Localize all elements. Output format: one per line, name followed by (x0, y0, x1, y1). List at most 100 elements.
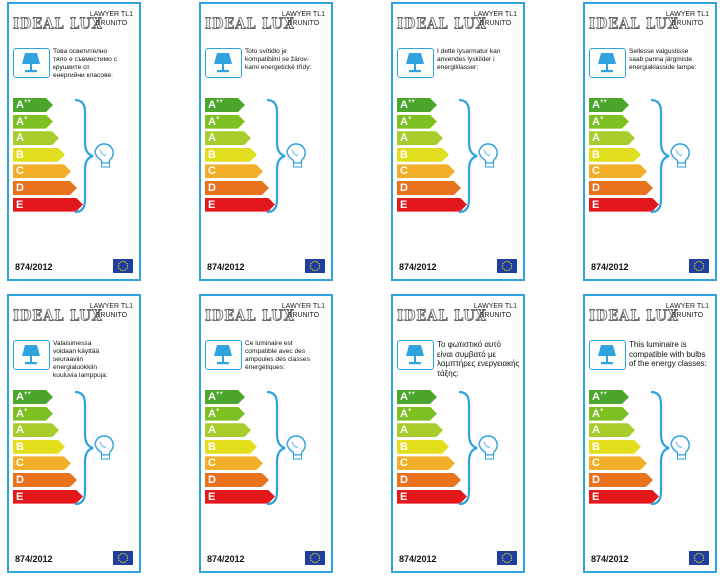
energy-class-scale: A++ A+ A B C D E (397, 390, 461, 506)
regulation-number: 874/2012 (399, 554, 437, 564)
energy-class-a-plus: A+ (205, 115, 245, 129)
bulb-bracket-icon (457, 390, 503, 511)
model-line-1: LAWYER TL1 (665, 303, 709, 310)
energy-class-c: C (589, 456, 647, 470)
energy-class-b: B (205, 148, 257, 162)
bulb-bracket-icon (649, 98, 695, 219)
model-name: LAWYER TL1 BRUNITO (282, 302, 325, 320)
regulation-number: 874/2012 (15, 554, 53, 564)
compatibility-text: I dette lysarmatur kan anvendes lyskilde… (437, 48, 501, 71)
energy-class-e: E (397, 198, 467, 212)
energy-class-a-plus-plus: A++ (205, 98, 245, 112)
bulb-bracket-icon (457, 98, 503, 219)
energy-class-b: B (13, 148, 65, 162)
energy-class-b: B (397, 148, 449, 162)
energy-class-a-plus: A+ (397, 115, 437, 129)
model-line-1: LAWYER TL1 (281, 11, 325, 18)
energy-class-b: B (589, 148, 641, 162)
energy-label-card: IDEAL LUX LAWYER TL1 BRUNITO I dette lys… (391, 2, 525, 281)
regulation-number: 874/2012 (207, 554, 245, 564)
model-name: LAWYER TL1 BRUNITO (474, 10, 517, 28)
energy-class-a: A (13, 423, 59, 437)
energy-class-a-plus: A+ (13, 115, 53, 129)
model-name: LAWYER TL1 BRUNITO (90, 302, 133, 320)
model-line-2: BRUNITO (95, 312, 128, 319)
brand-logo: IDEAL LUX (397, 308, 487, 326)
energy-class-b: B (397, 440, 449, 454)
lamp-icon (205, 48, 242, 78)
energy-class-a-plus: A+ (205, 407, 245, 421)
bulb-bracket-icon (649, 390, 695, 511)
model-name: LAWYER TL1 BRUNITO (666, 302, 709, 320)
energy-class-e: E (13, 490, 83, 504)
regulation-number: 874/2012 (399, 262, 437, 272)
model-line-1: LAWYER TL1 (89, 11, 133, 18)
energy-class-e: E (589, 198, 659, 212)
energy-class-e: E (13, 198, 83, 212)
eu-flag-icon (689, 259, 709, 273)
energy-label-card: IDEAL LUX LAWYER TL1 BRUNITO This lumina… (583, 294, 717, 573)
model-line-2: BRUNITO (479, 20, 512, 27)
regulation-number: 874/2012 (207, 262, 245, 272)
bulb-bracket-icon (265, 390, 311, 511)
eu-flag-icon (689, 551, 709, 565)
regulation-number: 874/2012 (15, 262, 53, 272)
energy-class-a-plus: A+ (589, 407, 629, 421)
eu-flag-icon (113, 259, 133, 273)
brand-logo: IDEAL LUX (205, 16, 295, 34)
energy-class-a: A (397, 131, 443, 145)
energy-class-d: D (205, 473, 269, 487)
energy-class-c: C (13, 164, 71, 178)
energy-class-a-plus: A+ (13, 407, 53, 421)
energy-class-scale: A++ A+ A B C D E (589, 98, 653, 214)
lamp-icon (397, 340, 434, 370)
energy-class-c: C (397, 164, 455, 178)
lamp-icon (13, 48, 50, 78)
energy-class-a: A (589, 423, 635, 437)
energy-class-e: E (589, 490, 659, 504)
brand-logo: IDEAL LUX (13, 16, 103, 34)
lamp-icon (589, 48, 626, 78)
energy-class-scale: A++ A+ A B C D E (205, 390, 269, 506)
energy-label-card: IDEAL LUX LAWYER TL1 BRUNITO Το φωτιστικ… (391, 294, 525, 573)
model-line-1: LAWYER TL1 (281, 303, 325, 310)
regulation-number: 874/2012 (591, 554, 629, 564)
model-line-1: LAWYER TL1 (665, 11, 709, 18)
compatibility-text: Това осветително тяло е съвместимо с кру… (53, 48, 117, 79)
compatibility-text: Ce luminaire est compatible avec des amp… (245, 340, 310, 371)
energy-class-b: B (589, 440, 641, 454)
model-line-2: BRUNITO (95, 20, 128, 27)
bulb-bracket-icon (73, 98, 119, 219)
energy-class-a-plus-plus: A++ (13, 390, 53, 404)
brand-logo: IDEAL LUX (589, 16, 679, 34)
model-line-1: LAWYER TL1 (473, 303, 517, 310)
energy-label-card: IDEAL LUX LAWYER TL1 BRUNITO Sellesse va… (583, 2, 717, 281)
lamp-icon (13, 340, 50, 370)
model-name: LAWYER TL1 BRUNITO (90, 10, 133, 28)
lamp-icon (205, 340, 242, 370)
model-line-1: LAWYER TL1 (473, 11, 517, 18)
compatibility-text: This luminaire is compatible with bulbs … (629, 340, 707, 368)
energy-class-c: C (205, 164, 263, 178)
energy-class-e: E (205, 490, 275, 504)
brand-logo: IDEAL LUX (13, 308, 103, 326)
eu-flag-icon (113, 551, 133, 565)
energy-class-d: D (397, 181, 461, 195)
eu-flag-icon (497, 259, 517, 273)
compatibility-text: Sellesse valgustisse saab panna järgmist… (629, 48, 697, 71)
model-name: LAWYER TL1 BRUNITO (666, 10, 709, 28)
eu-flag-icon (305, 259, 325, 273)
energy-class-e: E (205, 198, 275, 212)
brand-logo: IDEAL LUX (397, 16, 487, 34)
model-line-1: LAWYER TL1 (89, 303, 133, 310)
energy-class-d: D (205, 181, 269, 195)
energy-label-card: IDEAL LUX LAWYER TL1 BRUNITO Ce luminair… (199, 294, 333, 573)
energy-class-b: B (13, 440, 65, 454)
energy-class-e: E (397, 490, 467, 504)
energy-class-a-plus-plus: A++ (589, 390, 629, 404)
energy-class-c: C (205, 456, 263, 470)
energy-class-a-plus: A+ (397, 407, 437, 421)
compatibility-text: Valaisimessa voidaan käyttää seuraaviin … (53, 340, 108, 379)
bulb-bracket-icon (265, 98, 311, 219)
energy-class-a: A (589, 131, 635, 145)
